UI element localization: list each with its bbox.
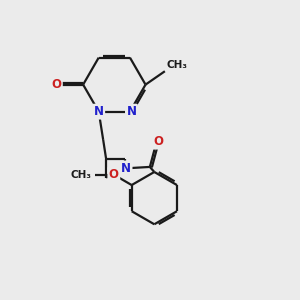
Text: O: O	[109, 168, 119, 181]
Text: CH₃: CH₃	[166, 60, 187, 70]
Text: O: O	[154, 135, 164, 148]
Text: N: N	[94, 105, 104, 118]
Text: CH₃: CH₃	[70, 169, 92, 180]
Text: N: N	[126, 105, 136, 118]
Text: N: N	[121, 162, 131, 175]
Text: O: O	[51, 78, 62, 91]
